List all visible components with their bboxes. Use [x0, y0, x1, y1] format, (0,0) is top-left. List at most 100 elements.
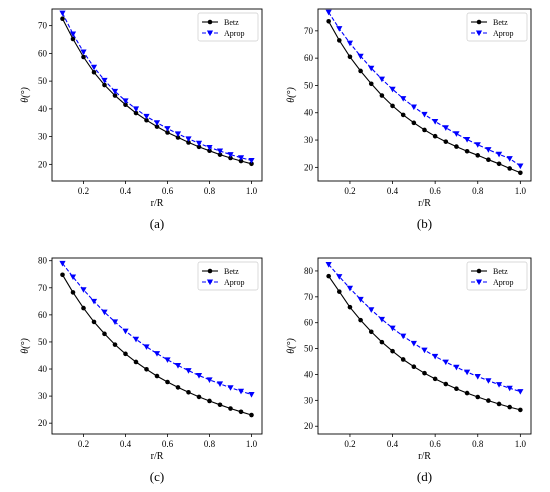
- data-point-betz: [196, 144, 202, 150]
- x-axis-label: r/R: [418, 451, 431, 462]
- data-point-aprop: [195, 373, 203, 379]
- legend: Betz Aprop: [466, 12, 528, 42]
- data-point-betz: [196, 394, 202, 400]
- data-point-aprop: [195, 140, 203, 147]
- x-axis-label: r/R: [151, 451, 164, 462]
- y-tick-label: 50: [304, 344, 314, 354]
- data-point-betz: [347, 304, 353, 310]
- data-point-aprop: [517, 389, 524, 395]
- y-tick-label: 20: [38, 159, 48, 169]
- data-point-aprop: [495, 151, 503, 158]
- data-point-aprop: [174, 363, 182, 369]
- data-point-betz: [249, 161, 254, 167]
- legend: Betz Aprop: [197, 261, 259, 291]
- data-point-betz: [443, 381, 449, 387]
- data-point-betz: [486, 157, 491, 163]
- legend-label: Betz: [224, 18, 239, 27]
- data-point-aprop: [432, 353, 439, 360]
- legend-marker: [476, 268, 482, 274]
- data-point-aprop: [325, 9, 332, 16]
- data-point-betz: [337, 289, 342, 294]
- data-point-betz: [337, 38, 342, 43]
- y-tick-label: 30: [304, 135, 314, 145]
- data-point-betz: [60, 16, 65, 22]
- panel-caption: (a): [150, 216, 164, 231]
- data-point-aprop: [59, 10, 66, 17]
- data-point-betz: [411, 364, 417, 370]
- data-point-aprop: [101, 309, 108, 316]
- series-line-betz: [62, 274, 252, 416]
- x-tick-label: 0.8: [204, 186, 216, 196]
- data-point-aprop: [421, 111, 428, 118]
- data-point-betz: [154, 373, 160, 379]
- data-point-betz: [186, 390, 191, 395]
- data-point-aprop: [464, 137, 471, 143]
- data-point-betz: [238, 158, 244, 164]
- y-tick-label: 70: [38, 21, 48, 31]
- data-point-betz: [475, 394, 481, 400]
- data-point-betz: [102, 331, 107, 337]
- legend-marker: [206, 30, 214, 37]
- legend-label: Aprop: [493, 278, 513, 287]
- y-tick-label: 80: [38, 256, 48, 266]
- data-point-betz: [518, 170, 523, 176]
- data-point-betz: [228, 406, 233, 411]
- x-tick-label: 0.2: [344, 186, 355, 196]
- data-point-betz: [454, 144, 459, 149]
- data-point-betz: [443, 139, 449, 144]
- data-point-aprop: [325, 261, 332, 268]
- data-point-aprop: [432, 119, 439, 125]
- x-tick-label: 0.6: [430, 186, 442, 196]
- data-point-aprop: [368, 307, 375, 313]
- data-point-aprop: [101, 77, 108, 84]
- plot-frame: [317, 8, 532, 182]
- y-tick-label: 30: [304, 395, 314, 405]
- data-point-betz: [60, 272, 65, 278]
- data-point-aprop: [400, 333, 407, 340]
- x-tick-label: 0.2: [78, 439, 89, 449]
- legend-marker: [206, 279, 214, 286]
- x-tick-label: 0.8: [204, 439, 216, 449]
- data-point-aprop: [474, 142, 481, 148]
- data-point-aprop: [336, 26, 343, 32]
- y-tick-label: 70: [38, 283, 48, 293]
- data-point-aprop: [216, 148, 224, 155]
- series-aprop: [59, 260, 255, 398]
- legend-box: [197, 12, 259, 42]
- data-point-aprop: [153, 351, 161, 357]
- y-axis-label: θ(°): [286, 338, 297, 354]
- data-point-betz: [326, 273, 331, 279]
- data-point-betz: [144, 117, 149, 123]
- data-point-betz: [186, 140, 191, 145]
- legend-marker: [207, 268, 213, 274]
- data-point-betz: [175, 135, 181, 140]
- x-axis-label: r/R: [418, 198, 431, 209]
- data-point-aprop: [378, 316, 385, 323]
- data-point-aprop: [111, 88, 119, 95]
- legend-label: Aprop: [224, 29, 244, 38]
- y-tick-label: 60: [38, 48, 48, 58]
- data-point-betz: [422, 370, 427, 376]
- x-tick-label: 0.4: [120, 439, 132, 449]
- y-tick-label: 80: [304, 266, 314, 276]
- data-point-aprop: [227, 385, 234, 391]
- data-point-aprop: [389, 86, 396, 93]
- data-point-betz: [175, 385, 181, 390]
- data-point-aprop: [442, 125, 449, 131]
- panel-caption: (b): [417, 216, 432, 231]
- series-betz: [60, 272, 254, 418]
- data-point-aprop: [132, 106, 140, 112]
- data-point-aprop: [69, 31, 77, 38]
- data-point-betz: [400, 357, 406, 362]
- legend-box: [197, 261, 259, 291]
- data-point-aprop: [346, 285, 354, 292]
- legend-marker: [475, 279, 483, 286]
- data-point-aprop: [185, 368, 192, 374]
- data-point-betz: [454, 386, 459, 392]
- data-point-betz: [464, 148, 470, 154]
- panel-caption: (c): [150, 469, 164, 484]
- data-point-aprop: [80, 287, 87, 293]
- data-point-aprop: [410, 340, 417, 347]
- plot-frame: [51, 257, 263, 435]
- data-point-betz: [358, 317, 363, 323]
